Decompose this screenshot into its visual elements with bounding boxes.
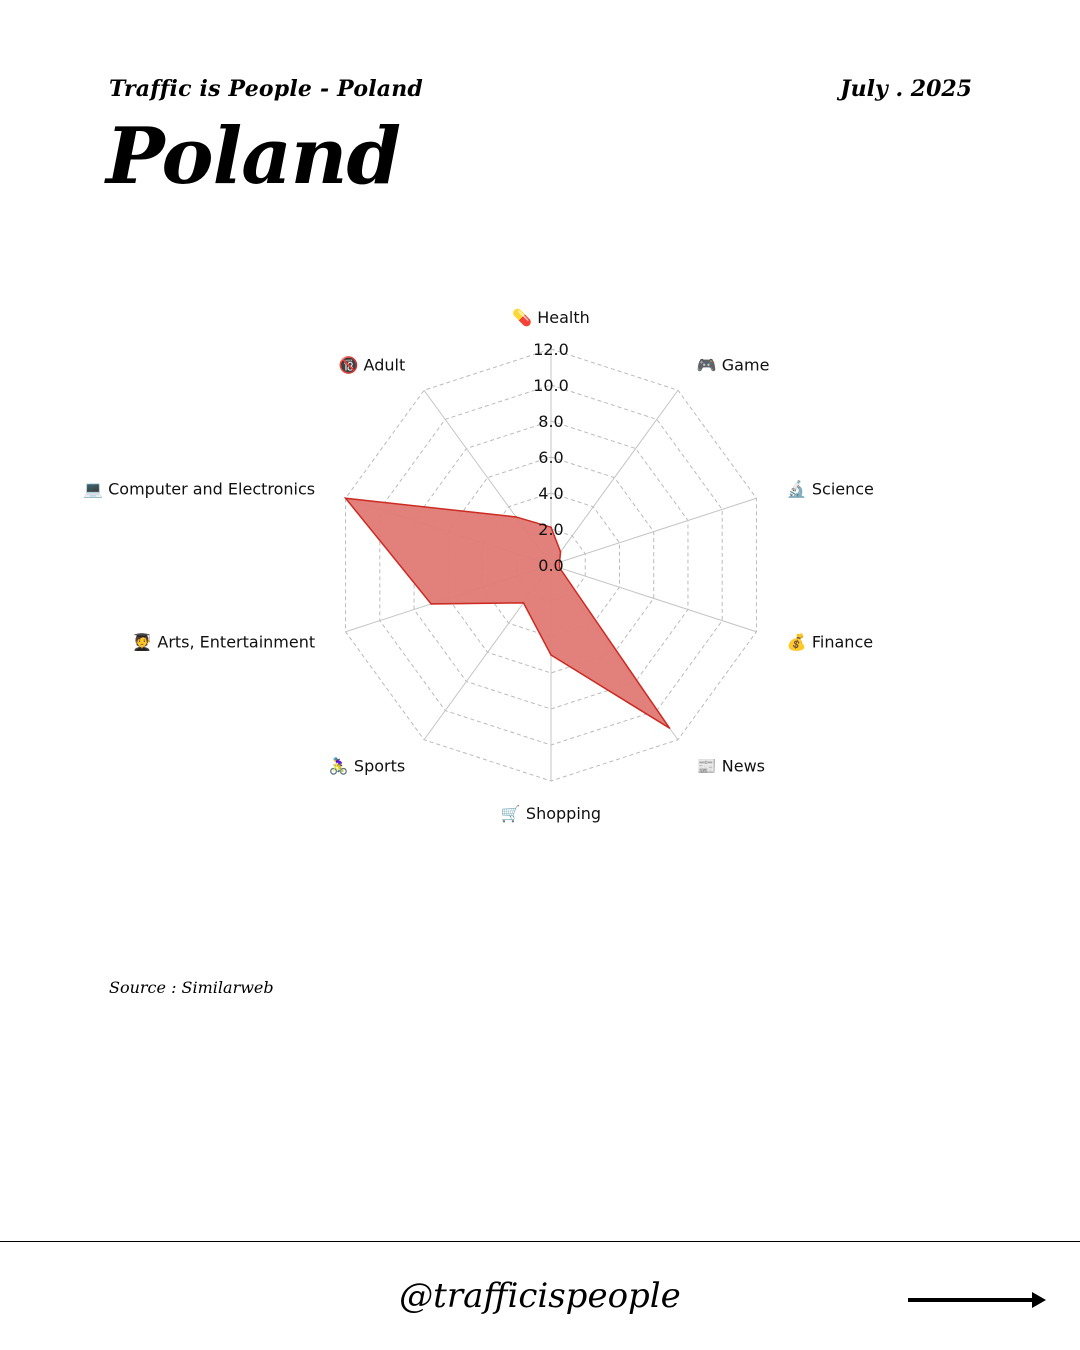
- page-title: Poland: [106, 111, 401, 202]
- footer-handle: @trafficispeople: [399, 1276, 681, 1316]
- radar-data-point: [558, 561, 561, 564]
- radar-tick-label: 8.0: [538, 412, 563, 431]
- radar-spoke: [550, 389, 679, 566]
- radar-category-label: 💻 Computer and Electronics: [83, 479, 315, 498]
- radar-category-label: 🚴‍♀️ Sports: [329, 757, 405, 776]
- arrow-right-icon[interactable]: [906, 1286, 1048, 1316]
- radar-tick-label: 6.0: [538, 448, 563, 467]
- radar-data-point: [550, 654, 552, 656]
- radar-category-label: 🛒 Shopping: [501, 804, 601, 823]
- radar-category-label: 💊 Health: [512, 308, 590, 327]
- radar-data-point: [559, 551, 562, 553]
- radar-category-label: 📰 News: [697, 757, 765, 776]
- radar-category-label: 💰 Finance: [787, 633, 873, 652]
- radar-tick-label: 0.0: [538, 556, 563, 575]
- radar-series-area: [343, 497, 671, 729]
- radar-data-point: [558, 566, 561, 569]
- radar-spoke: [550, 564, 757, 633]
- radar-tick-label: 12.0: [533, 340, 569, 359]
- radar-category-label: 🎮 Game: [697, 355, 770, 374]
- radar-category-label: 🔞 Adult: [339, 355, 406, 374]
- source-note: Source : Similarweb: [109, 978, 274, 997]
- radar-data-point: [515, 516, 517, 518]
- radar-tick-label: 4.0: [538, 484, 563, 503]
- radar-data-point: [550, 526, 552, 528]
- footer-divider: [0, 1241, 1080, 1242]
- radar-data-point: [430, 603, 432, 605]
- header-subtitle: Traffic is People - Poland: [109, 76, 423, 102]
- header-date: July . 2025: [840, 76, 972, 102]
- radar-tick-label: 10.0: [533, 376, 569, 395]
- radar-tick-label: 2.0: [538, 520, 563, 539]
- radar-data-point: [522, 602, 525, 604]
- radar-spoke: [550, 497, 757, 566]
- radar-data-point: [668, 727, 671, 729]
- radar-data-point: [344, 497, 347, 500]
- radar-category-label: 🧑‍🎓 Arts, Entertainment: [132, 633, 315, 652]
- radar-category-label: 🔬 Science: [787, 479, 874, 498]
- radar-chart: 0.0 2.0 4.0 6.0 8.0 10.0 12.0 💊 Health 🎮 Game 🔬 S…: [83, 308, 874, 823]
